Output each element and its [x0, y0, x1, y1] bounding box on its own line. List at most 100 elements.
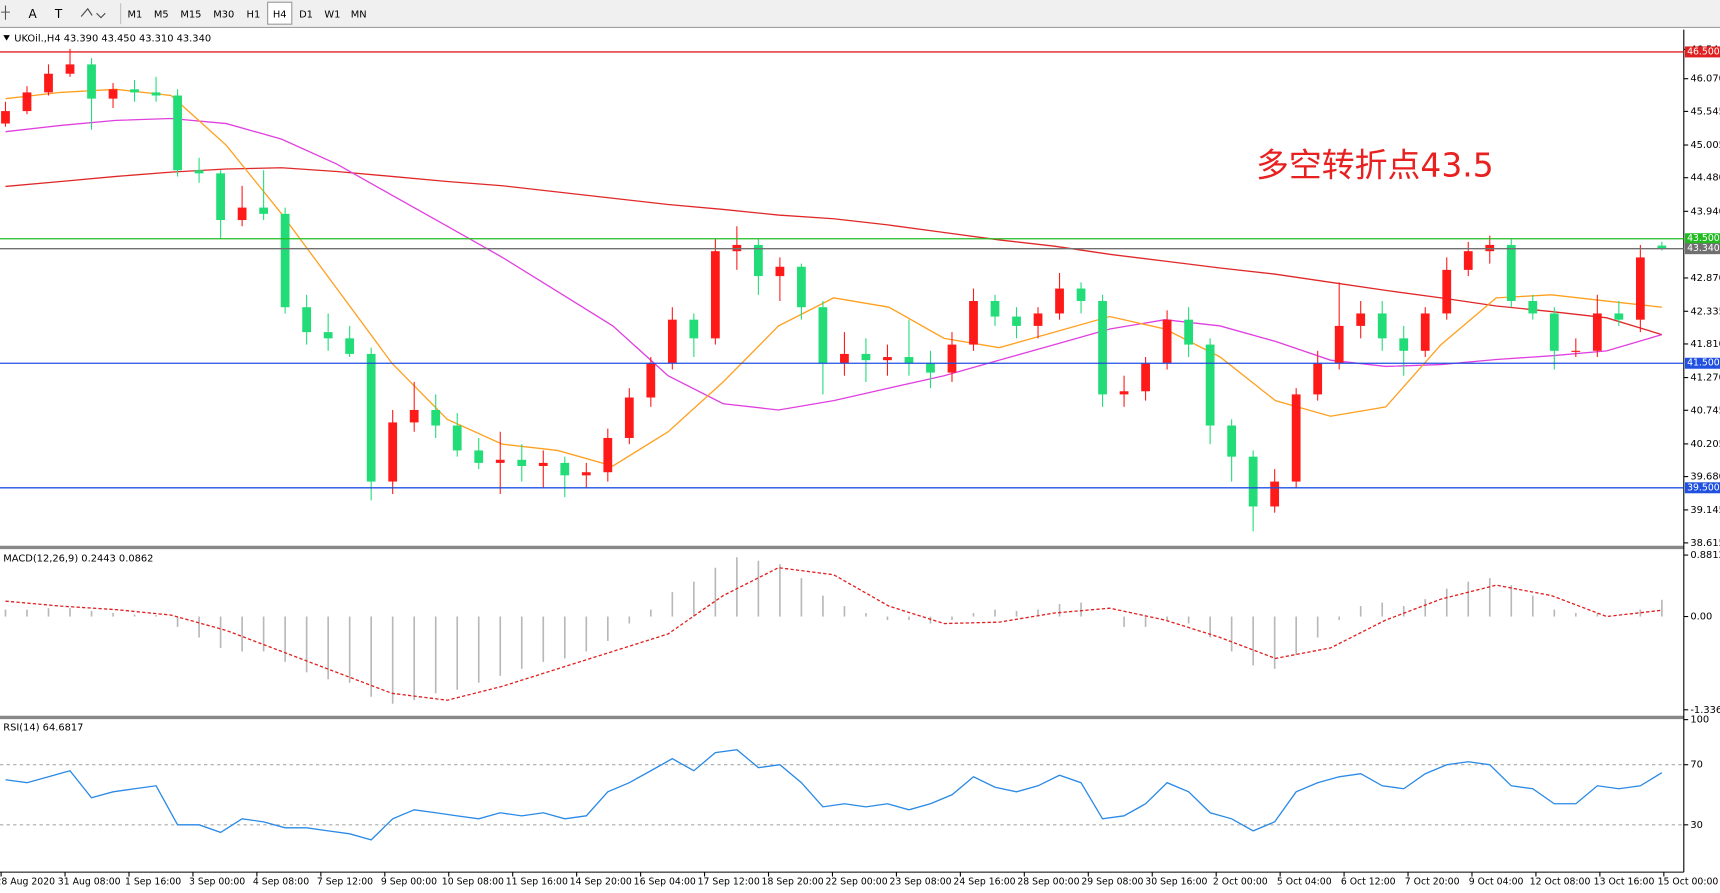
tool-button[interactable]: A — [29, 7, 38, 21]
candle-body — [517, 459, 527, 466]
candle-body — [1571, 350, 1581, 352]
candle-body — [1184, 319, 1193, 345]
x-tick-label: 30 Sep 16:00 — [1145, 876, 1207, 887]
timeframe-button[interactable]: H1 — [247, 9, 261, 20]
y-tick-label: 40.205 — [1690, 439, 1720, 450]
price-label-bg — [1684, 482, 1720, 494]
price-label: 39.500 — [1687, 482, 1720, 493]
candle-body — [366, 353, 376, 482]
timeframe-button[interactable]: H4 — [273, 9, 287, 20]
timeframe-button[interactable]: M15 — [180, 9, 201, 20]
candle-body — [624, 397, 634, 438]
timeframe-button[interactable]: M1 — [128, 9, 143, 20]
y-tick-label: 42.870 — [1690, 273, 1720, 284]
shapes-icon[interactable] — [80, 7, 106, 19]
candle-body — [1356, 313, 1366, 326]
candle-body — [1291, 394, 1301, 482]
y-tick-label: 0.00 — [1690, 612, 1712, 623]
candle-body — [840, 353, 849, 364]
candle-body — [1098, 300, 1107, 395]
candle-body — [216, 173, 225, 221]
y-tick-label: 45.005 — [1690, 140, 1720, 151]
x-tick-label: 31 Aug 08:00 — [58, 876, 121, 887]
candle-body — [904, 357, 914, 364]
candle-body — [667, 319, 677, 364]
candle-body — [1270, 481, 1280, 507]
candle-body — [452, 425, 462, 451]
candle-body — [1141, 363, 1150, 392]
x-tick-label: 18 Sep 20:00 — [762, 876, 824, 887]
x-tick-label: 13 Oct 16:00 — [1594, 876, 1655, 887]
price-label: 43.500 — [1687, 233, 1720, 244]
price-label: 41.500 — [1687, 358, 1720, 369]
price-label: 46.500 — [1687, 46, 1720, 57]
candle-body — [969, 300, 978, 345]
collapse-icon[interactable] — [3, 35, 10, 41]
candle-body — [1, 111, 10, 124]
y-tick-label: 38.615 — [1690, 538, 1720, 549]
y-tick-label: 30 — [1690, 820, 1703, 831]
candle-body — [1119, 391, 1129, 395]
candle-body — [1463, 251, 1473, 270]
x-tick-label: 3 Sep 00:00 — [189, 876, 245, 887]
timeframe-button[interactable]: D1 — [299, 9, 313, 20]
candle-body — [1334, 325, 1344, 364]
x-tick-label: 4 Sep 08:00 — [253, 876, 309, 887]
candle-body — [990, 300, 1000, 317]
x-tick-label: 7 Sep 12:00 — [317, 876, 373, 887]
timeframe-button[interactable]: M5 — [154, 9, 169, 20]
candle-body — [1592, 313, 1602, 351]
candle-body — [947, 344, 957, 373]
candle-body — [108, 89, 118, 99]
moving-average — [5, 167, 1663, 336]
candle-body — [797, 266, 806, 308]
candle-body — [22, 92, 32, 112]
candle-body — [560, 462, 570, 476]
x-tick-label: 7 Oct 20:00 — [1405, 876, 1460, 887]
candle-body — [345, 338, 355, 354]
candle-body — [409, 409, 419, 423]
candle-body — [65, 64, 75, 74]
price-label: 43.340 — [1687, 243, 1720, 254]
macd-signal — [5, 567, 1662, 701]
y-tick-label: 45.545 — [1690, 106, 1720, 117]
candle-body — [1399, 338, 1409, 351]
moving-average — [5, 117, 1663, 411]
timeframe-button[interactable]: M30 — [213, 9, 234, 20]
candle-body — [581, 472, 591, 476]
x-tick-label: 24 Sep 16:00 — [953, 876, 1015, 887]
x-tick-label: 6 Oct 12:00 — [1341, 876, 1396, 887]
tool-button[interactable]: T — [54, 7, 63, 21]
timeframe-active — [267, 1, 293, 25]
y-tick-label: 41.270 — [1690, 373, 1720, 384]
candle-body — [388, 422, 398, 482]
x-tick-label: 5 Oct 04:00 — [1277, 876, 1332, 887]
candle-body — [861, 353, 871, 361]
annotation: 多空转折点43.5 — [1256, 145, 1494, 184]
candle-body — [1442, 269, 1452, 314]
y-tick-label: 70 — [1690, 760, 1703, 771]
candle-body — [431, 409, 441, 426]
candle-body — [280, 213, 290, 308]
y-tick-label: 44.480 — [1690, 173, 1720, 184]
y-tick-label: -1.3368 — [1690, 705, 1720, 716]
y-tick-label: 39.680 — [1690, 472, 1720, 483]
x-tick-label: 2 Oct 00:00 — [1213, 876, 1268, 887]
price-label-bg — [1684, 243, 1720, 255]
candle-body — [1076, 288, 1086, 301]
cursor-icon[interactable] — [1, 5, 10, 20]
chart-header: UKOil.,H4 43.390 43.450 43.310 43.340 — [14, 33, 211, 44]
candle-body — [323, 332, 333, 339]
candle-body — [926, 363, 935, 373]
timeframe-button[interactable]: MN — [351, 9, 367, 20]
candle-body — [1227, 425, 1237, 457]
timeframe-button[interactable]: W1 — [324, 9, 340, 20]
candle-body — [87, 64, 96, 99]
y-tick-label: 39.145 — [1690, 505, 1720, 516]
candle-body — [603, 437, 613, 473]
candle-body — [44, 73, 53, 93]
price-label-bg — [1684, 46, 1720, 58]
candle-body — [818, 307, 828, 364]
candle-body — [1420, 313, 1430, 351]
